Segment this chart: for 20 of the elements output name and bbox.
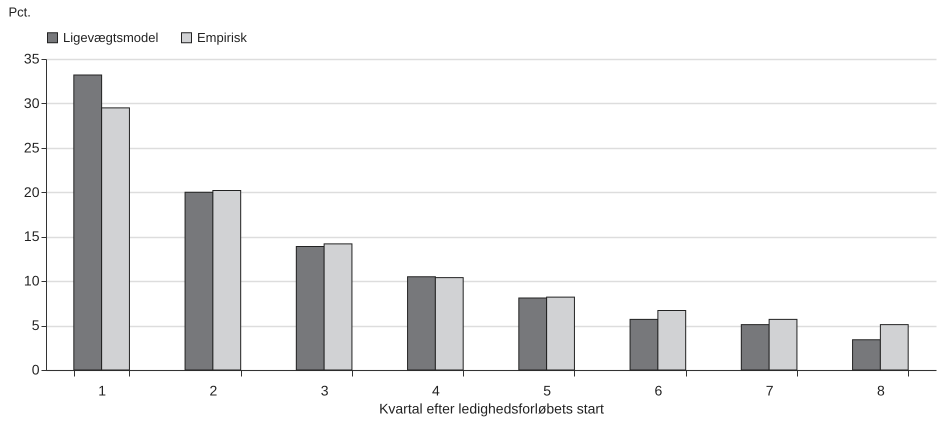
y-tick-label: 15 <box>24 228 40 244</box>
y-tick-label: 35 <box>24 50 40 66</box>
x-axis-title: Kvartal efter ledighedsforløbets start <box>379 400 604 416</box>
y-tick-label: 20 <box>24 184 40 200</box>
y-tick-label: 10 <box>24 272 40 289</box>
x-tick-label: 8 <box>876 382 885 398</box>
y-tick-label: 30 <box>24 94 40 111</box>
x-tick-label: 1 <box>98 382 106 398</box>
x-tick-label: 2 <box>209 382 218 398</box>
legend-label: Ligevægtsmodel <box>63 30 158 45</box>
x-tick-label: 6 <box>654 382 662 398</box>
y-tick-label: 5 <box>32 317 40 334</box>
x-tick-label: 4 <box>432 382 440 398</box>
x-tick-label: 5 <box>543 382 552 398</box>
x-tick-label: 3 <box>320 382 329 398</box>
y-axis-title: Pct. <box>8 4 31 20</box>
x-tick-label: 7 <box>766 382 774 398</box>
y-tick-label: 0 <box>32 362 40 378</box>
y-tick-label: 25 <box>24 139 40 156</box>
legend-label: Empirisk <box>197 30 248 45</box>
